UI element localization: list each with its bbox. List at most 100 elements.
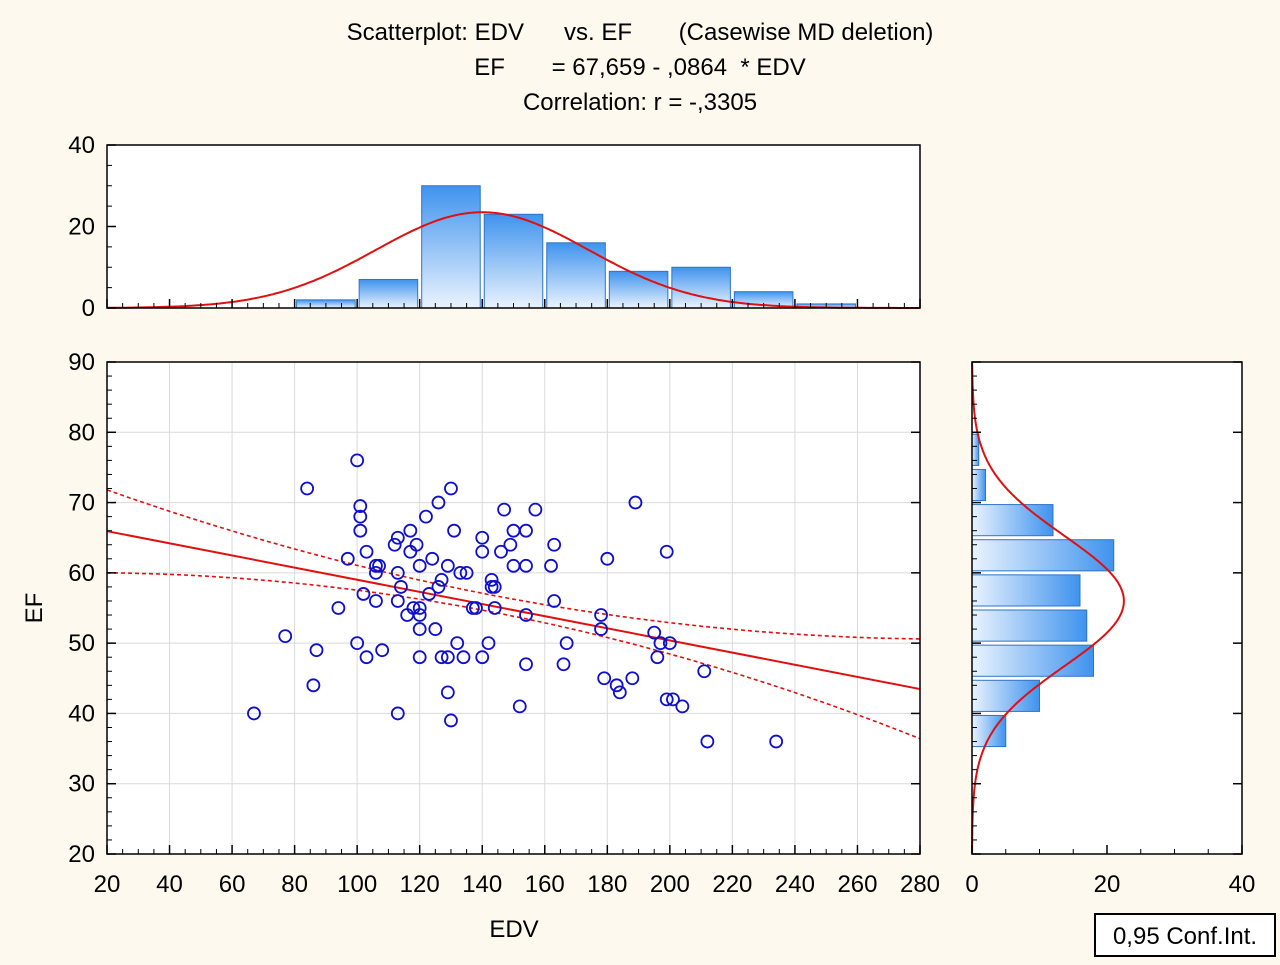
data-point <box>453 565 468 580</box>
data-point <box>412 558 427 573</box>
correlation-text: Correlation: r = -,3305 <box>523 89 757 116</box>
data-point <box>428 622 443 636</box>
histogram-bar-ef <box>971 609 1088 642</box>
legend-box <box>1094 913 1276 957</box>
conf-band-upper <box>106 489 921 640</box>
data-point <box>356 587 371 601</box>
data-point <box>469 601 483 615</box>
normal-curve-edv <box>107 211 920 309</box>
data-point <box>350 636 365 651</box>
data-point <box>353 523 368 538</box>
data-point <box>769 734 784 749</box>
data-point <box>390 706 405 721</box>
data-point <box>390 565 405 580</box>
data-point <box>278 629 293 644</box>
data-point <box>444 481 458 496</box>
y-tick-label: 40 <box>68 700 95 727</box>
x-axis-label: EDV <box>489 916 538 943</box>
data-point <box>481 636 496 651</box>
data-point <box>594 608 608 622</box>
data-point <box>659 692 674 707</box>
data-point <box>309 643 324 658</box>
histogram-bar-ef <box>971 504 1054 537</box>
x-tick-label: 120 <box>400 871 440 898</box>
histogram-bar-ef <box>971 679 1040 712</box>
y-tick-label: 20 <box>68 841 95 868</box>
normal-curve-ef <box>971 362 1125 854</box>
x-tick-label: 140 <box>462 871 502 898</box>
data-point <box>353 499 368 513</box>
data-point <box>666 692 680 707</box>
data-point <box>650 650 665 665</box>
data-point <box>503 537 518 552</box>
top-hist-y-tick-label: 0 <box>82 295 95 322</box>
data-point <box>475 544 490 559</box>
data-point <box>394 580 408 594</box>
data-point <box>647 625 662 640</box>
data-point <box>594 622 608 636</box>
data-point <box>559 636 574 651</box>
data-point <box>475 650 490 665</box>
data-point <box>369 594 383 608</box>
regression-line <box>106 530 921 691</box>
data-point <box>306 678 321 693</box>
right-hist-x-tick-label: 40 <box>1229 871 1256 898</box>
grid-lines <box>107 362 920 854</box>
y-axis-label: EF <box>21 593 48 624</box>
data-point <box>547 537 562 552</box>
data-point <box>700 734 715 749</box>
data-point <box>403 523 418 538</box>
data-point <box>456 650 471 665</box>
x-tick-label: 100 <box>337 871 377 898</box>
data-point <box>412 601 427 615</box>
x-tick-label: 80 <box>281 871 308 898</box>
conf-band-lower <box>107 572 921 740</box>
data-point <box>247 706 261 721</box>
data-point <box>625 671 640 686</box>
data-point <box>375 643 390 658</box>
data-point <box>390 594 405 608</box>
data-point <box>450 636 465 651</box>
x-tick-label: 280 <box>900 871 940 898</box>
y-tick-label: 60 <box>68 560 95 587</box>
histogram-bar-ef <box>971 644 1094 677</box>
data-point <box>459 565 474 580</box>
data-point <box>544 558 558 573</box>
x-tick-label: 200 <box>650 871 690 898</box>
scatter-plot-area <box>107 362 920 854</box>
data-point <box>422 587 436 601</box>
scatter-points <box>247 453 784 749</box>
data-point <box>440 685 455 700</box>
data-point <box>440 558 455 573</box>
x-tick-label: 220 <box>712 871 752 898</box>
y-tick-label: 80 <box>68 419 95 446</box>
x-tick-label: 60 <box>219 871 246 898</box>
data-point <box>659 544 674 559</box>
right-hist-x-tick-label: 0 <box>965 871 978 898</box>
chart-title: Scatterplot: EDV vs. EF (Casewise MD del… <box>347 19 934 46</box>
data-point <box>528 502 543 517</box>
data-point <box>359 650 374 665</box>
data-point <box>412 608 427 622</box>
data-point <box>372 558 386 573</box>
data-point <box>412 650 427 665</box>
data-point <box>487 580 502 594</box>
x-tick-label: 40 <box>156 871 183 898</box>
data-point <box>697 664 712 679</box>
data-point <box>440 650 455 665</box>
top-hist-y-tick-label: 40 <box>68 132 95 159</box>
tick-labels: 20 40 60 80 100 120 140 160 180 200 220 240 260 28020… <box>68 132 1255 898</box>
x-tick-label: 180 <box>587 871 627 898</box>
data-point <box>350 453 365 468</box>
data-point <box>419 509 433 524</box>
y-tick-label: 30 <box>68 771 95 798</box>
data-point <box>675 699 690 714</box>
regression-lines <box>106 489 921 740</box>
data-point <box>409 537 424 552</box>
top-hist-y-tick-label: 20 <box>68 214 95 241</box>
data-point <box>475 530 490 545</box>
y-tick-label: 50 <box>68 630 95 657</box>
data-point <box>519 608 533 622</box>
